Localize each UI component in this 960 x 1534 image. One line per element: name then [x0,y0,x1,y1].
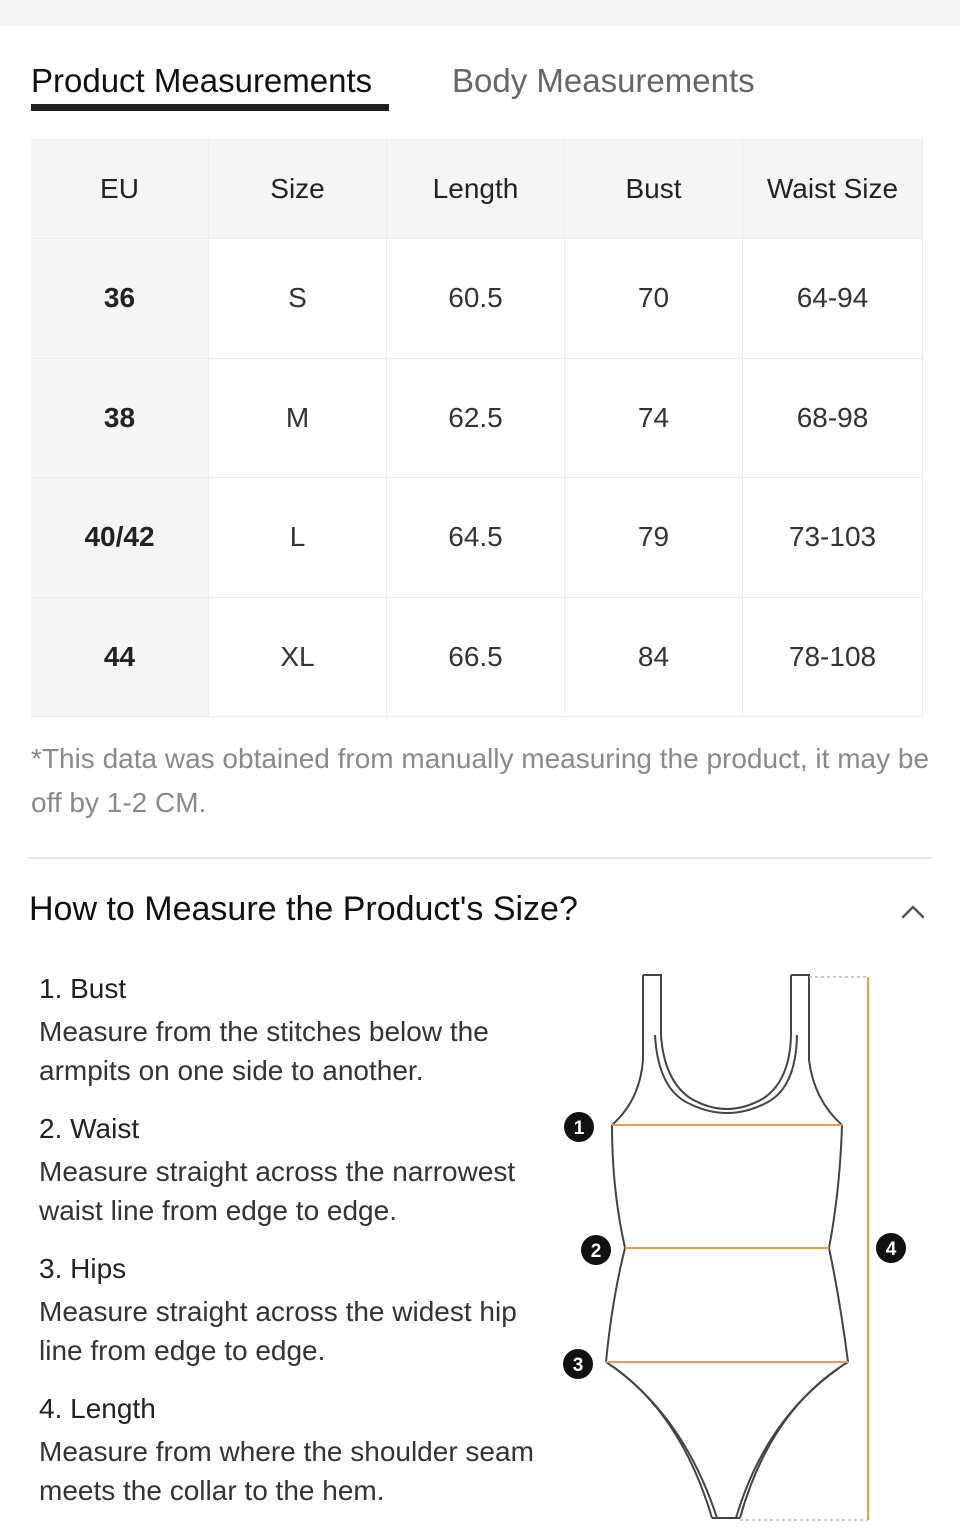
cell-eu: 36 [31,239,209,359]
step-title: 4. Length [39,1393,156,1424]
cell-size: L [209,478,387,598]
cell-length: 62.5 [387,358,565,478]
marker-3-icon: 3 [563,1349,593,1379]
step-description: Measure from the stitches below the armp… [39,1016,489,1086]
swimsuit-diagram: 1 2 3 4 [563,974,906,1521]
header-bust: Bust [565,139,743,239]
length-guides [740,976,868,1521]
table-row: 44 XL 66.5 84 78-108 [31,597,929,717]
table-row: 38 M 62.5 74 68-98 [31,358,929,478]
table-row: 36 S 60.5 70 64-94 [31,239,929,359]
header-eu: EU [31,139,209,239]
marker-label: 1 [574,1118,585,1139]
marker-1-icon: 1 [564,1112,594,1142]
table-header-row: EU Size Length Bust Waist Size [31,139,929,239]
cell-waist-size: 73-103 [743,478,923,598]
marker-4-icon: 4 [876,1233,906,1263]
cell-length: 66.5 [387,597,565,717]
step-title: 2. Waist [39,1113,140,1144]
cell-bust: 84 [565,597,743,717]
cell-waist-size: 64-94 [743,239,923,359]
measurement-disclaimer: *This data was obtained from manually me… [31,743,930,818]
cell-waist-size: 78-108 [743,597,923,717]
cell-eu: 40/42 [31,478,209,598]
top-bar [0,0,960,26]
swimsuit-outline [605,974,849,1519]
tab-body-measurements[interactable]: Body Measurements [452,62,755,99]
measure-steps: 1. Bust Measure from the stitches below … [39,966,539,1526]
section-divider [28,857,933,859]
step-title: 3. Hips [39,1253,127,1284]
header-size: Size [209,139,387,239]
chevron-up-icon[interactable] [896,896,930,926]
cell-bust: 70 [565,239,743,359]
header-length: Length [387,139,565,239]
measure-lines [606,977,869,1520]
table-row: 40/42 L 64.5 79 73-103 [31,478,929,598]
cell-size: S [209,239,387,359]
marker-label: 3 [573,1355,584,1376]
step-description: Measure straight across the widest hip l… [39,1296,517,1366]
cell-size: XL [209,597,387,717]
header-waist-size: Waist Size [743,139,923,239]
tab-product-measurements[interactable]: Product Measurements [31,62,373,99]
how-to-measure-title: How to Measure the Product's Size? [29,890,578,928]
cell-eu: 44 [31,597,209,717]
marker-label: 2 [591,1241,602,1262]
cell-size: M [209,358,387,478]
measurement-tabs: Product Measurements Body Measurements [31,58,931,114]
cell-eu: 38 [31,358,209,478]
size-table: EU Size Length Bust Waist Size 36 S 60.5… [31,139,929,717]
cell-length: 64.5 [387,478,565,598]
step-description: Measure straight across the narrowest wa… [39,1156,516,1226]
cell-waist-size: 68-98 [743,358,923,478]
step-description: Measure from where the shoulder seam mee… [39,1436,534,1506]
cell-bust: 74 [565,358,743,478]
marker-2-icon: 2 [581,1235,611,1265]
step-title: 1. Bust [39,973,127,1004]
cell-bust: 79 [565,478,743,598]
marker-label: 4 [886,1239,897,1260]
cell-length: 60.5 [387,239,565,359]
active-tab-indicator [31,104,389,111]
